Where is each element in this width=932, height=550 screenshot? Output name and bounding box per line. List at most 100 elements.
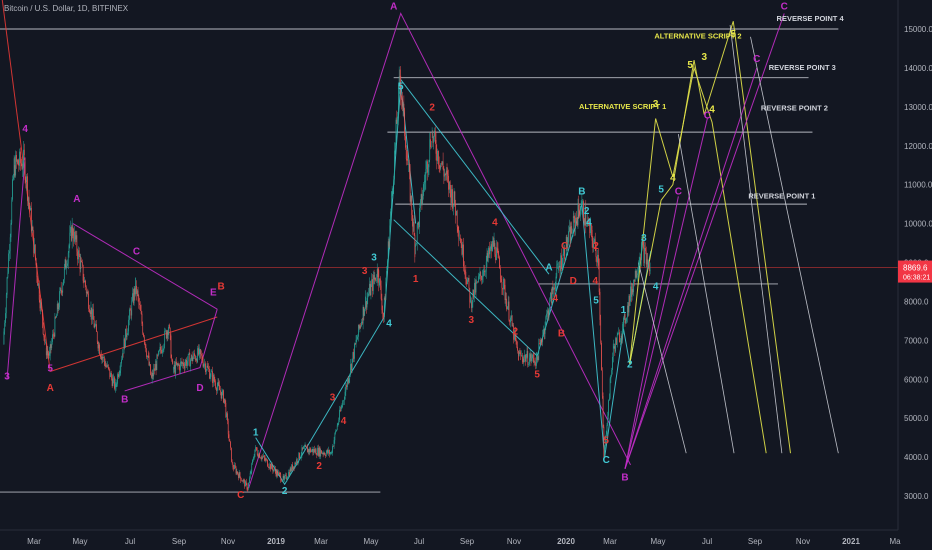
candle-body bbox=[449, 181, 450, 190]
candle-body bbox=[416, 224, 418, 244]
candle-body bbox=[49, 344, 51, 356]
candle-body bbox=[318, 448, 319, 456]
candle-body bbox=[326, 449, 328, 453]
candle-body bbox=[365, 301, 367, 308]
candle-body bbox=[78, 250, 80, 257]
candle-body bbox=[139, 303, 140, 305]
candle-body bbox=[90, 307, 92, 315]
candle-body bbox=[343, 400, 344, 402]
candle-body bbox=[334, 433, 336, 441]
candle-body bbox=[571, 226, 573, 233]
candle-body bbox=[357, 336, 358, 340]
candle-body bbox=[151, 374, 152, 378]
candle-body bbox=[539, 339, 541, 344]
candle-body bbox=[311, 448, 313, 451]
fan-line bbox=[624, 13, 785, 469]
candle-body bbox=[509, 320, 511, 323]
candle-body bbox=[514, 330, 516, 339]
candle-body bbox=[564, 247, 565, 259]
time-tick-label: Mar bbox=[603, 537, 617, 546]
candle-body bbox=[268, 467, 270, 468]
candle-body bbox=[479, 271, 481, 276]
candle-body bbox=[194, 353, 195, 357]
candle-body bbox=[249, 478, 250, 483]
candle-body bbox=[48, 353, 49, 356]
time-tick-label: Nov bbox=[221, 537, 235, 546]
candle-body bbox=[391, 191, 393, 196]
candle-body bbox=[203, 364, 205, 367]
candle-body bbox=[598, 254, 599, 266]
candle-body bbox=[219, 385, 220, 391]
wave-label: 3 bbox=[4, 371, 10, 382]
candle-body bbox=[463, 266, 465, 272]
candle-body bbox=[332, 446, 333, 453]
candle-body bbox=[436, 153, 438, 161]
candle-body bbox=[458, 231, 460, 239]
wave-label: B bbox=[558, 328, 565, 339]
candle-body bbox=[430, 139, 431, 148]
wave-labels: 435AACBDEBC12342334A5213425A4BCB24D2545C… bbox=[4, 2, 844, 501]
candle-body bbox=[622, 324, 624, 338]
candle-body bbox=[605, 435, 606, 446]
time-tick-label: Jul bbox=[125, 537, 135, 546]
candle-body bbox=[276, 470, 278, 476]
candle-body bbox=[198, 346, 200, 355]
horizontal-lines bbox=[0, 28, 905, 493]
wave-label: 5 bbox=[687, 60, 693, 71]
candle-body bbox=[449, 181, 451, 190]
candle-body bbox=[437, 150, 438, 161]
candle-body bbox=[279, 473, 281, 475]
candle-body bbox=[467, 280, 468, 285]
candle-body bbox=[502, 288, 504, 290]
candle-body bbox=[329, 449, 330, 455]
candle-body bbox=[28, 197, 30, 204]
wave-label: 1 bbox=[621, 305, 627, 316]
candle-body bbox=[220, 392, 222, 399]
candle-body bbox=[569, 227, 571, 243]
candle-body bbox=[321, 450, 322, 454]
candle-body bbox=[602, 395, 604, 427]
candle-body bbox=[362, 306, 364, 324]
candle-body bbox=[91, 307, 93, 320]
candle-body bbox=[323, 452, 325, 455]
candle-body bbox=[409, 164, 410, 173]
candle-body bbox=[27, 176, 28, 201]
wave-label: 3 bbox=[469, 315, 475, 326]
candle-body bbox=[266, 459, 267, 460]
candle-body bbox=[53, 334, 55, 337]
candle-body bbox=[472, 289, 474, 303]
candle-body bbox=[462, 244, 464, 255]
candle-body bbox=[478, 276, 479, 283]
candle-body bbox=[474, 282, 475, 298]
candle-body bbox=[465, 271, 467, 279]
candle-body bbox=[35, 258, 37, 266]
candle-body bbox=[74, 231, 76, 240]
candle-body bbox=[477, 281, 478, 283]
candle-body bbox=[609, 378, 611, 398]
candle-body bbox=[426, 161, 427, 170]
candle-body bbox=[10, 223, 12, 238]
candle-body bbox=[547, 310, 549, 318]
candle-body bbox=[56, 315, 57, 318]
candle-body bbox=[47, 351, 49, 354]
candle-body bbox=[50, 344, 52, 348]
candle-body bbox=[81, 260, 82, 262]
candle-body bbox=[133, 288, 135, 304]
time-tick-label: Sep bbox=[172, 537, 187, 546]
candle-body bbox=[199, 349, 201, 354]
candle-body bbox=[212, 374, 214, 383]
candle-body bbox=[172, 368, 174, 370]
candle-body bbox=[25, 180, 27, 183]
time-axis[interactable]: Mar May Jul Sep Nov 2019 Mar May Jul Sep Nov 2020 Ma… bbox=[27, 537, 901, 546]
candle-body bbox=[501, 281, 503, 289]
candle-body bbox=[413, 221, 415, 236]
candle-body bbox=[612, 343, 614, 357]
candle-body bbox=[584, 207, 586, 225]
candle-body bbox=[161, 349, 162, 354]
time-axis-panel[interactable] bbox=[0, 530, 932, 550]
candle-body bbox=[180, 362, 181, 371]
candle-body bbox=[307, 449, 309, 453]
candle-body bbox=[513, 325, 515, 340]
candle-body bbox=[317, 448, 318, 456]
